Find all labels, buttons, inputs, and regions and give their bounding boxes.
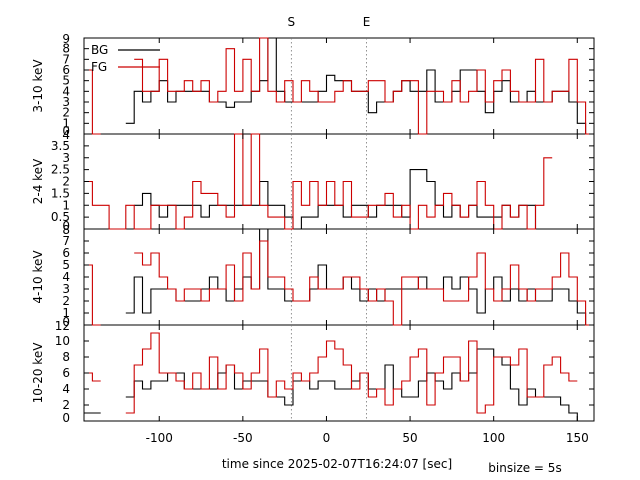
series-fg-panel-3	[84, 240, 594, 326]
y-tick-label: 10	[55, 334, 70, 348]
y-tick-label: 2	[62, 175, 70, 189]
y-tick-label: 4	[62, 382, 70, 396]
marker-label-s: S	[288, 15, 296, 29]
y-tick-label: 0	[62, 219, 70, 233]
y-tick-label: 7	[62, 234, 70, 248]
x-tick-label: -100	[146, 431, 173, 445]
y-tick-label: 0	[62, 411, 70, 425]
y-tick-label: 0	[62, 124, 70, 138]
y-tick-label: 0.5	[51, 210, 70, 224]
y-tick-label: 6	[62, 246, 70, 260]
y-tick-label: 3	[62, 95, 70, 109]
series-bg-panel-3	[125, 228, 594, 326]
panel-frame-2	[83, 133, 595, 230]
y-tick-label: 1	[62, 198, 70, 212]
y-tick-label: 2	[62, 106, 70, 120]
y-tick-label: 1	[62, 306, 70, 320]
y-tick-label: 4	[62, 84, 70, 98]
x-tick-label: 50	[402, 431, 417, 445]
y-tick-label: 6	[62, 63, 70, 77]
panel-frame-1	[83, 37, 595, 135]
series-fg-panel-1	[84, 37, 594, 135]
y-tick-label: 8	[62, 350, 70, 364]
x-tick-label: 150	[566, 431, 589, 445]
y-tick-label: 9	[62, 32, 70, 46]
legend-label-bg: BG	[91, 43, 108, 57]
y-tick-label: 5	[62, 258, 70, 272]
y-axis-ticks: 012345678900.511.522.533.540123456780246…	[51, 32, 594, 425]
y-tick-label: 4	[62, 128, 70, 142]
series-fg-panel-4	[84, 332, 578, 414]
x-axis-label: time since 2025-02-07T16:24:07 [sec]	[222, 457, 452, 471]
y-tick-label: 1	[62, 116, 70, 130]
y-tick-label: 8	[62, 42, 70, 56]
y-tick-label: 7	[62, 52, 70, 66]
marker-label-e: E	[363, 15, 371, 29]
y-tick-label: 2.5	[51, 163, 70, 177]
y-tick-label: 5	[62, 74, 70, 88]
x-tick-label: 0	[323, 431, 331, 445]
y-axis-label-4: 10-20 keV	[31, 342, 45, 404]
y-tick-label: 1.5	[51, 186, 70, 200]
y-tick-label: 2	[62, 294, 70, 308]
y-axis-label-1: 3-10 keV	[31, 59, 45, 113]
y-axis-labels: 3-10 keV 2-4 keV 4-10 keV 10-20 keV	[31, 59, 45, 404]
y-tick-label: 3	[62, 151, 70, 165]
panel-frames	[83, 37, 595, 422]
x-tick-label: 100	[482, 431, 505, 445]
y-axis-label-2: 2-4 keV	[31, 158, 45, 204]
y-tick-label: 3	[62, 282, 70, 296]
y-tick-label: 3.5	[51, 139, 70, 153]
binsize-label: binsize = 5s	[488, 461, 561, 475]
series-bg-panel-2	[134, 169, 544, 230]
y-tick-label: 2	[62, 398, 70, 412]
y-tick-label: 6	[62, 366, 70, 380]
y-axis-label-3: 4-10 keV	[31, 250, 45, 304]
y-tick-label: 8	[62, 223, 70, 237]
series-bg-panel-1	[125, 37, 594, 135]
y-tick-label: 4	[62, 270, 70, 284]
x-axis-ticks: -100 -50 0 50 100 150	[146, 38, 589, 445]
legend-label-fg: FG	[91, 60, 107, 74]
series-fg-panel-2	[84, 133, 553, 230]
series-lines	[84, 37, 594, 422]
y-tick-label: 0	[62, 315, 70, 329]
x-tick-label: -50	[233, 431, 253, 445]
legend: BG FG	[91, 43, 160, 74]
y-tick-label: 12	[55, 319, 70, 333]
